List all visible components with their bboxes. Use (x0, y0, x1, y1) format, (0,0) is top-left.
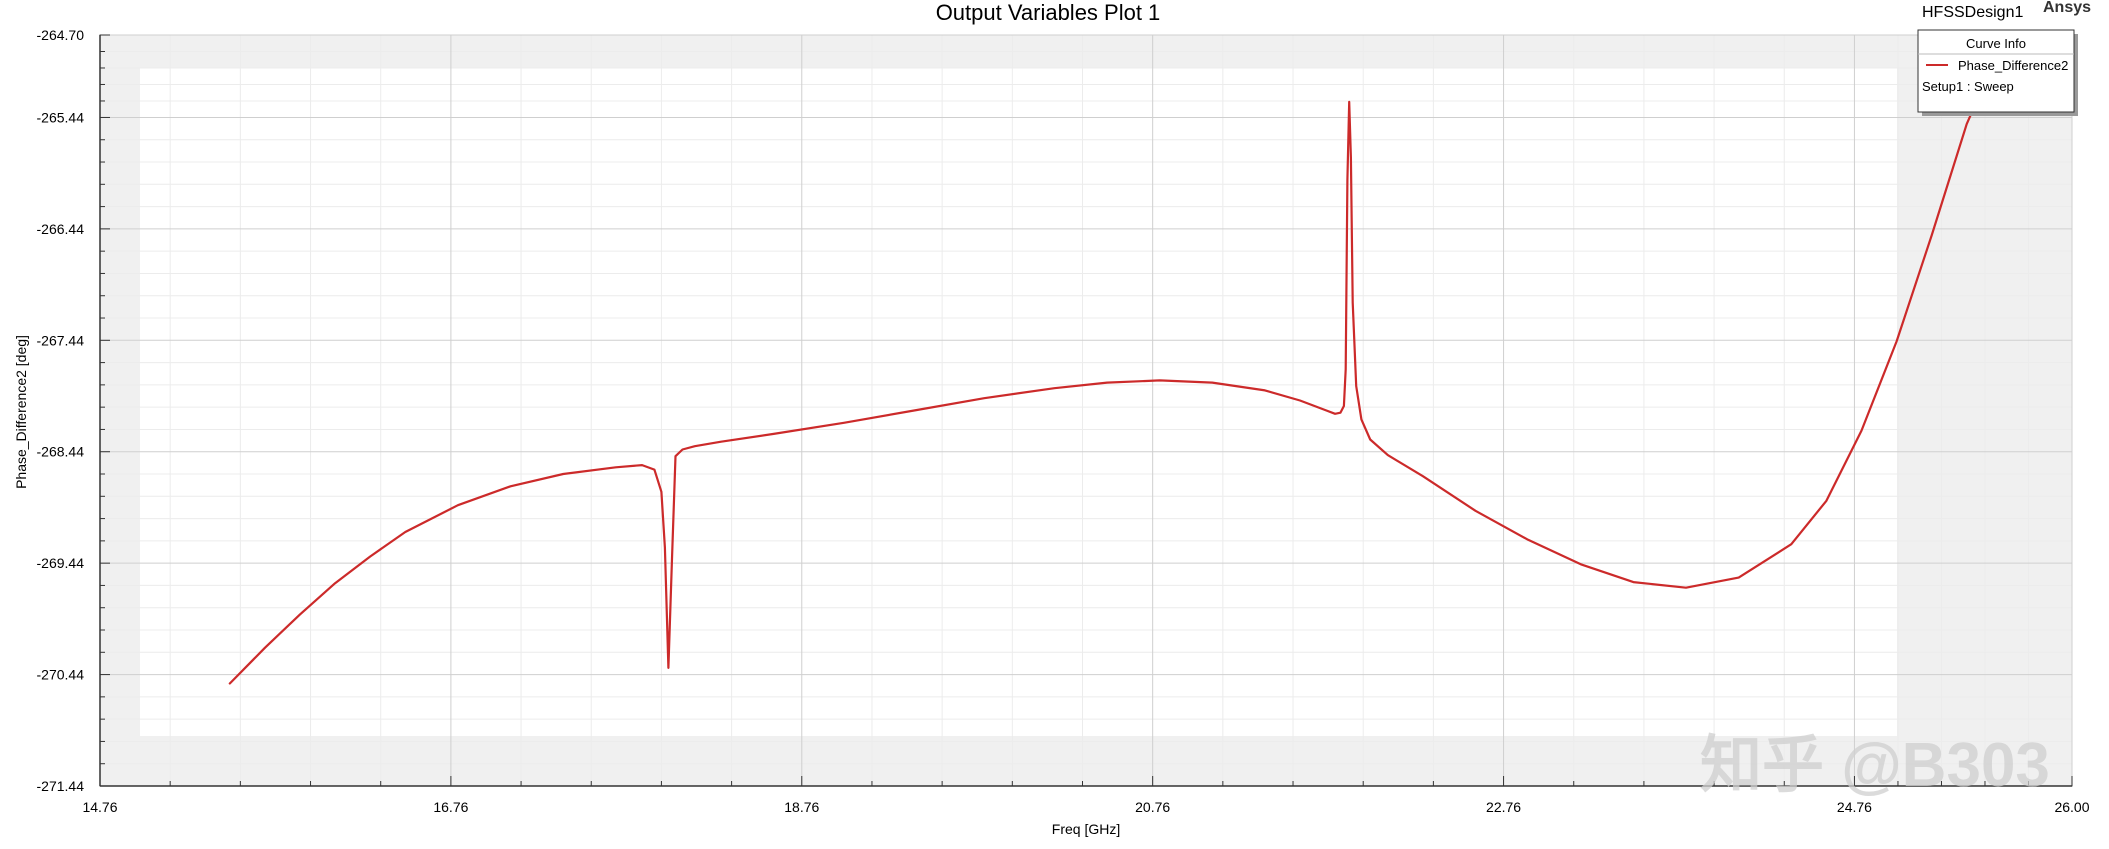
x-axis-label: Freq [GHz] (1052, 821, 1120, 837)
x-tick-label: 16.76 (433, 799, 468, 815)
x-tick-labels: 14.76 16.76 18.76 20.76 22.76 24.76 26.00 (82, 799, 2089, 815)
y-tick-label: -270.44 (37, 667, 85, 683)
chart-title: Output Variables Plot 1 (936, 0, 1161, 25)
x-tick-label: 20.76 (1135, 799, 1170, 815)
legend-title: Curve Info (1966, 36, 2026, 51)
x-tick-label: 18.76 (784, 799, 819, 815)
ansys-brand: Ansys (2043, 0, 2091, 16)
watermark-text: 知乎 @B303 (1700, 731, 2050, 800)
grid-lines (99, 34, 2073, 787)
x-tick-label: 14.76 (82, 799, 117, 815)
axes (99, 35, 2072, 787)
legend-entry-sublabel: Setup1 : Sweep (1922, 79, 2014, 94)
legend[interactable]: Curve Info Phase_Difference2 Setup1 : Sw… (1917, 29, 2078, 116)
y-tick-label: -271.44 (37, 778, 85, 794)
x-tick-label: 22.76 (1486, 799, 1521, 815)
series-layer (228, 62, 1995, 685)
y-tick-labels: -264.70 -265.44 -266.44 -267.44 -268.44 -269.… (37, 27, 85, 794)
y-tick-label: -268.44 (37, 444, 85, 460)
x-tick-label: 26.00 (2054, 799, 2089, 815)
legend-box (1917, 29, 2075, 113)
y-tick-label: -264.70 (37, 27, 85, 43)
y-tick-label: -269.44 (37, 555, 85, 571)
legend-entry-label: Phase_Difference2 (1958, 58, 2068, 73)
series-line-phase-difference2[interactable] (228, 62, 1995, 685)
x-tick-label: 24.76 (1837, 799, 1872, 815)
y-tick-label: -266.44 (37, 221, 85, 237)
plot-inner-area (140, 68, 1897, 736)
design-name: HFSSDesign1 (1922, 4, 2023, 21)
y-tick-label: -267.44 (37, 332, 85, 348)
y-tick-label: -265.44 (37, 109, 85, 125)
tick-marks (99, 34, 2073, 787)
y-axis-label: Phase_Difference2 [deg] (13, 335, 29, 489)
